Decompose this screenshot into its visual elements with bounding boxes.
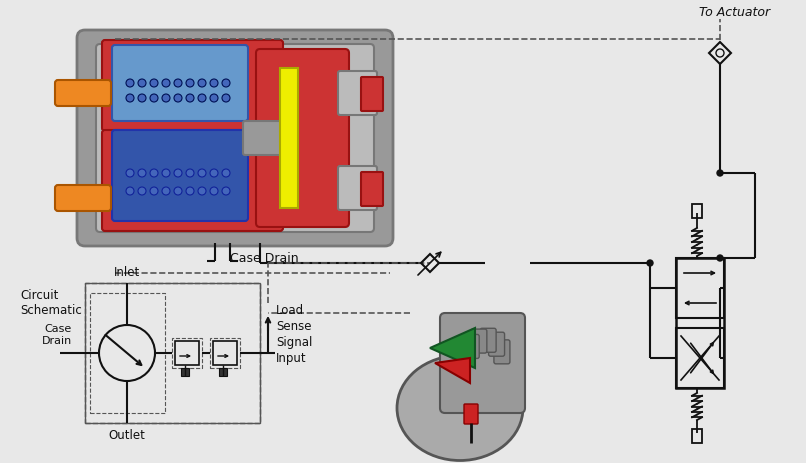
Bar <box>172 338 202 368</box>
FancyBboxPatch shape <box>361 173 383 206</box>
Circle shape <box>162 95 170 103</box>
Circle shape <box>198 80 206 88</box>
Circle shape <box>174 169 182 178</box>
Circle shape <box>198 169 206 178</box>
Circle shape <box>210 188 218 195</box>
FancyBboxPatch shape <box>464 404 478 424</box>
Circle shape <box>126 95 134 103</box>
Bar <box>219 368 227 376</box>
FancyBboxPatch shape <box>463 335 480 359</box>
Bar <box>175 341 199 365</box>
Circle shape <box>717 256 723 262</box>
Circle shape <box>174 80 182 88</box>
FancyBboxPatch shape <box>243 122 282 156</box>
FancyBboxPatch shape <box>338 72 377 116</box>
FancyBboxPatch shape <box>256 50 349 227</box>
Circle shape <box>150 95 158 103</box>
Circle shape <box>150 188 158 195</box>
FancyBboxPatch shape <box>77 31 393 246</box>
Text: Outlet: Outlet <box>109 428 145 441</box>
Circle shape <box>210 80 218 88</box>
Text: Case Drain: Case Drain <box>230 251 299 264</box>
Circle shape <box>186 80 194 88</box>
Bar <box>210 338 240 368</box>
Bar <box>692 429 702 443</box>
Circle shape <box>186 95 194 103</box>
FancyBboxPatch shape <box>112 131 248 221</box>
FancyBboxPatch shape <box>96 45 374 232</box>
Circle shape <box>198 188 206 195</box>
FancyBboxPatch shape <box>338 167 377 211</box>
Circle shape <box>138 169 146 178</box>
FancyBboxPatch shape <box>440 313 525 413</box>
Bar <box>213 341 237 365</box>
FancyBboxPatch shape <box>480 329 496 352</box>
Circle shape <box>647 260 653 266</box>
Text: Circuit
Schematic: Circuit Schematic <box>20 288 81 316</box>
Ellipse shape <box>397 356 523 461</box>
Text: To Actuator: To Actuator <box>699 6 770 19</box>
Bar <box>85 283 260 423</box>
Circle shape <box>210 95 218 103</box>
Circle shape <box>162 80 170 88</box>
Circle shape <box>222 80 230 88</box>
Polygon shape <box>430 328 475 368</box>
FancyBboxPatch shape <box>112 46 248 122</box>
Circle shape <box>717 171 723 176</box>
FancyBboxPatch shape <box>361 78 383 112</box>
Circle shape <box>186 169 194 178</box>
Circle shape <box>174 188 182 195</box>
Circle shape <box>126 188 134 195</box>
Circle shape <box>222 169 230 178</box>
Circle shape <box>138 188 146 195</box>
Text: Inlet: Inlet <box>114 265 140 278</box>
Circle shape <box>138 80 146 88</box>
Circle shape <box>150 169 158 178</box>
Bar <box>85 283 260 423</box>
Bar <box>676 258 724 319</box>
FancyBboxPatch shape <box>102 131 283 232</box>
Circle shape <box>138 95 146 103</box>
Circle shape <box>174 95 182 103</box>
Bar <box>280 69 298 208</box>
Circle shape <box>210 169 218 178</box>
Circle shape <box>186 188 194 195</box>
FancyBboxPatch shape <box>488 332 505 357</box>
Circle shape <box>150 80 158 88</box>
FancyBboxPatch shape <box>102 41 283 131</box>
Bar <box>90 294 165 413</box>
Text: Case
Drain: Case Drain <box>42 324 72 345</box>
Bar <box>181 368 189 376</box>
Circle shape <box>222 188 230 195</box>
Bar <box>692 205 702 219</box>
FancyBboxPatch shape <box>55 81 111 107</box>
Circle shape <box>162 188 170 195</box>
Bar <box>676 258 724 388</box>
Text: Load
Sense
Signal
Input: Load Sense Signal Input <box>276 303 313 364</box>
Circle shape <box>222 95 230 103</box>
FancyBboxPatch shape <box>55 186 111 212</box>
Circle shape <box>198 95 206 103</box>
Circle shape <box>126 169 134 178</box>
Circle shape <box>126 80 134 88</box>
Polygon shape <box>435 358 470 383</box>
FancyBboxPatch shape <box>494 340 510 364</box>
Bar <box>676 328 724 388</box>
FancyBboxPatch shape <box>471 329 487 353</box>
Circle shape <box>162 169 170 178</box>
